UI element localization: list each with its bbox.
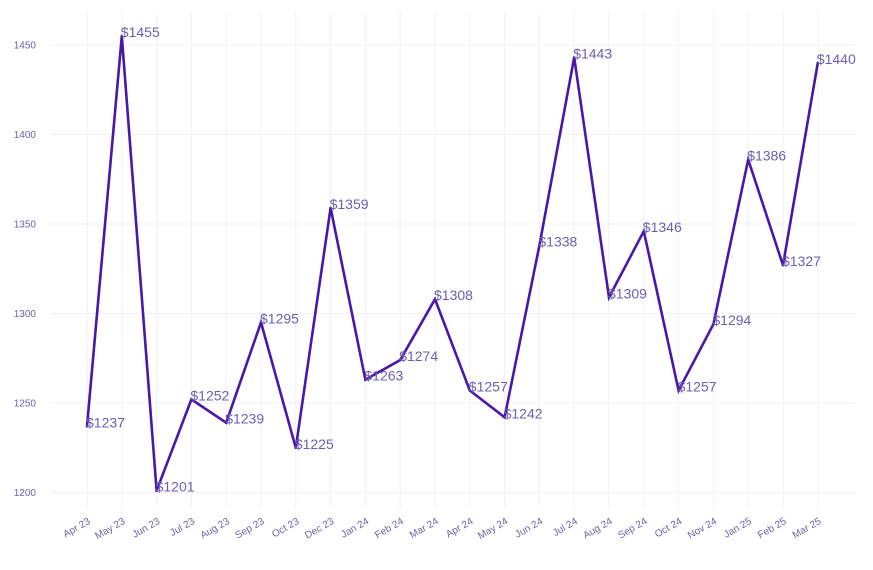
- data-label: $1263: [364, 368, 403, 384]
- data-point: [572, 56, 576, 59]
- x-tick-label: Apr 23: [61, 516, 92, 540]
- data-label: $1239: [225, 411, 264, 427]
- data-point: [224, 421, 228, 424]
- y-tick-label: 1250: [14, 399, 37, 410]
- data-label: $1294: [712, 312, 751, 328]
- x-tick-label: Aug 24: [582, 516, 615, 542]
- data-label: $1386: [747, 148, 786, 164]
- x-tick-label: Jun 24: [513, 516, 545, 541]
- data-point: [294, 446, 298, 450]
- data-label: $1338: [538, 233, 577, 249]
- data-label: $1295: [260, 310, 299, 326]
- data-label: $1237: [86, 414, 125, 430]
- data-point: [607, 296, 611, 299]
- x-tick-label: Nov 24: [686, 516, 719, 542]
- x-tick-label: Oct 24: [653, 516, 684, 540]
- data-label: $1274: [399, 348, 438, 364]
- x-tick-label: May 23: [93, 516, 127, 542]
- data-point: [398, 358, 402, 362]
- x-tick-label: Aug 23: [199, 516, 232, 542]
- x-tick-label: Sep 23: [234, 516, 267, 542]
- data-point: [746, 158, 750, 161]
- grid-lines: [50, 12, 855, 508]
- data-label: $1257: [469, 378, 508, 394]
- data-label: $1201: [156, 479, 195, 495]
- x-tick-label: Feb 25: [756, 516, 789, 541]
- x-tick-label: Dec 23: [303, 516, 336, 542]
- data-point: [120, 34, 124, 38]
- data-point: [329, 206, 332, 210]
- x-tick-label: Mar 25: [791, 516, 824, 541]
- data-label: $1346: [643, 219, 682, 235]
- data-label: $1308: [434, 287, 473, 303]
- data-point: [364, 378, 367, 382]
- data-point: [642, 229, 646, 233]
- x-tick-label: Sep 24: [616, 516, 649, 542]
- data-point: [468, 389, 472, 392]
- data-point: [781, 263, 785, 267]
- data-label: $1225: [295, 436, 334, 452]
- data-label: $1257: [678, 378, 717, 394]
- data-point: [538, 244, 541, 247]
- y-tick-label: 1450: [14, 41, 37, 52]
- y-tick-label: 1300: [14, 309, 37, 320]
- data-point: [259, 321, 263, 324]
- data-label: $1359: [330, 196, 369, 212]
- y-tick-label: 1400: [14, 130, 37, 141]
- data-label: $1252: [190, 387, 229, 403]
- data-label: $1242: [504, 405, 543, 421]
- x-tick-label: Mar 24: [408, 516, 441, 541]
- data-point: [712, 322, 715, 326]
- x-tick-label: Feb 24: [373, 516, 406, 541]
- data-point: [503, 416, 506, 419]
- data-point: [85, 424, 89, 428]
- y-tick-label: 1350: [14, 220, 37, 231]
- y-tick-label: 1200: [14, 488, 37, 499]
- x-tick-label: Jun 23: [131, 516, 163, 541]
- data-label: $1455: [121, 24, 160, 40]
- data-label: $1440: [817, 51, 856, 67]
- x-tick-label: May 24: [476, 516, 510, 542]
- series-line: [85, 35, 820, 492]
- data-point: [155, 489, 158, 493]
- x-tick-label: Jul 24: [551, 516, 580, 539]
- data-point: [677, 389, 680, 392]
- x-tick-label: Jan 24: [339, 516, 371, 541]
- data-label: $1309: [608, 285, 647, 301]
- data-point: [433, 297, 437, 301]
- data-label: $1443: [573, 46, 612, 62]
- x-tick-label: Apr 24: [444, 516, 475, 540]
- x-tick-label: Jul 23: [168, 516, 197, 539]
- data-point: [816, 61, 820, 65]
- x-tick-label: Oct 23: [270, 516, 301, 540]
- data-label: $1327: [782, 253, 821, 269]
- data-point: [190, 398, 193, 401]
- x-tick-label: Jan 25: [722, 516, 754, 541]
